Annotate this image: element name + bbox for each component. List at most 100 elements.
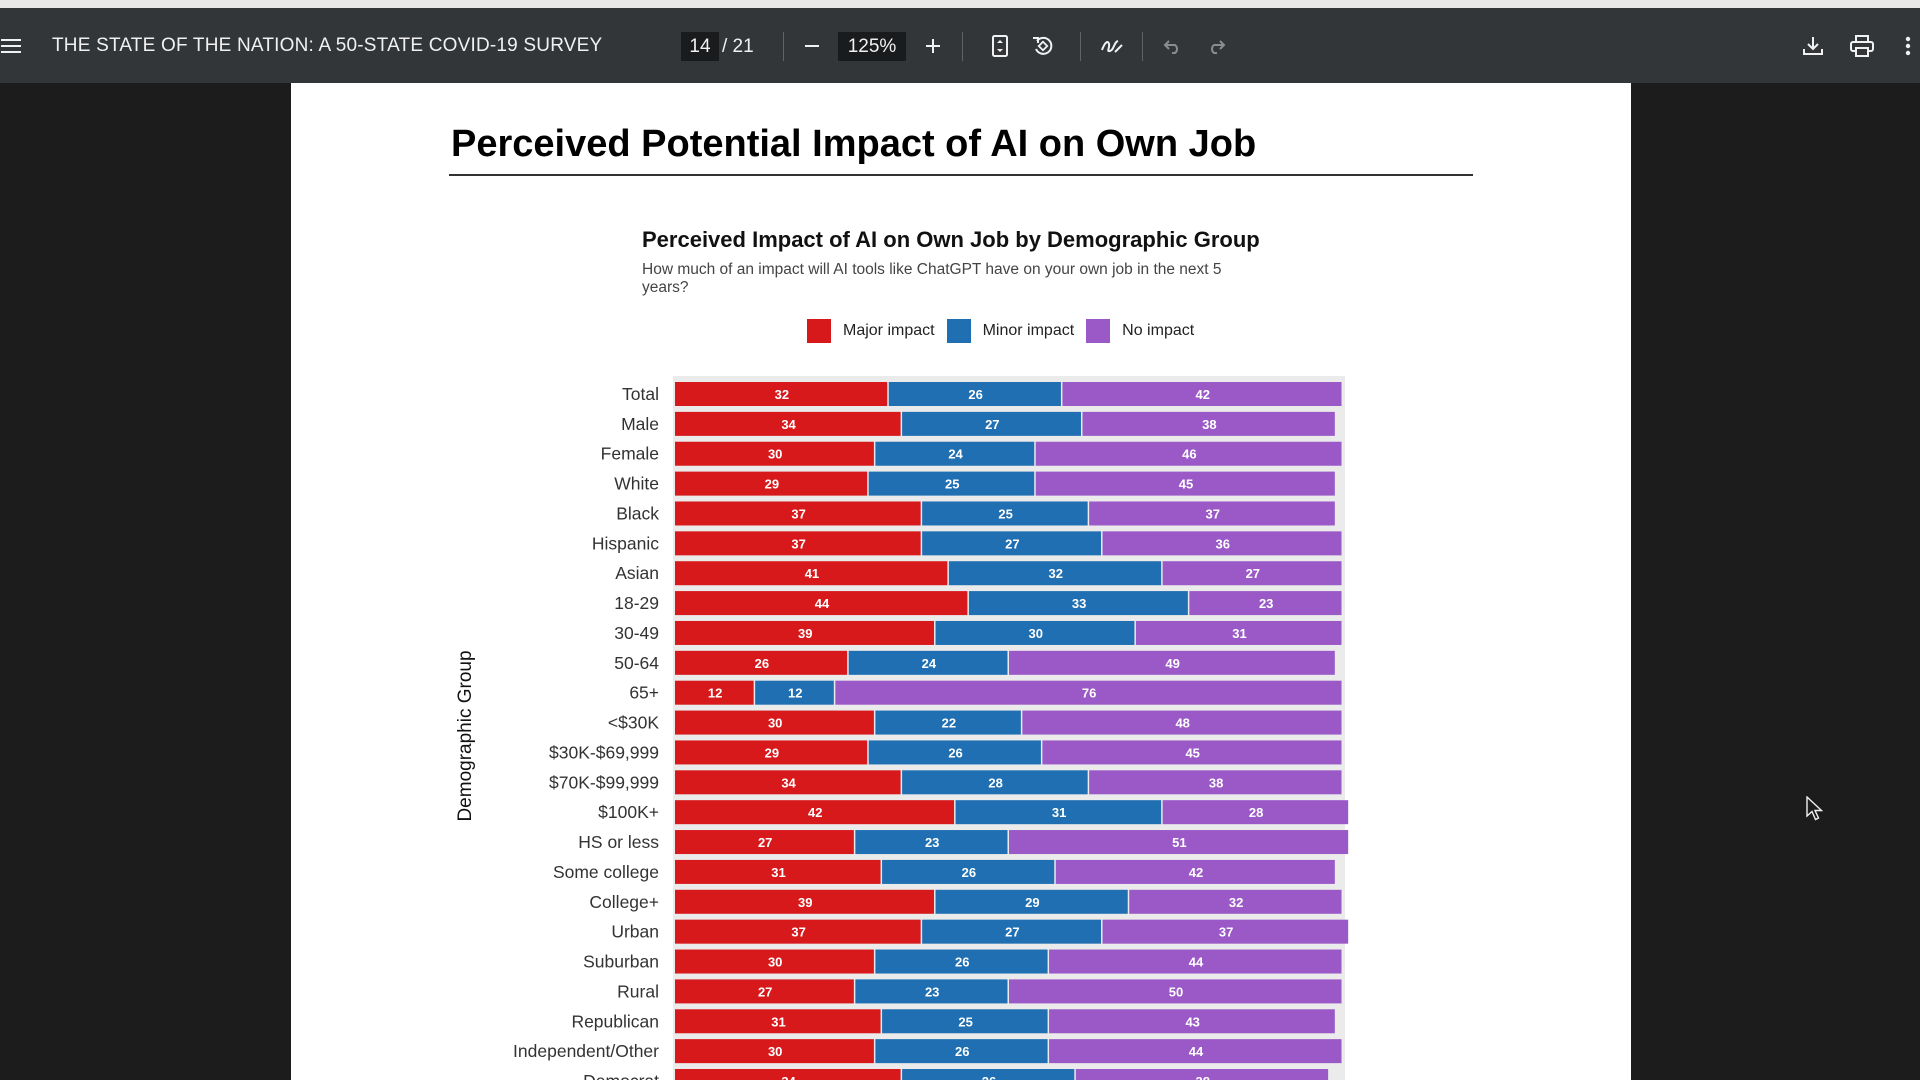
bar-segment-none [1049, 1009, 1335, 1034]
bar-segment-minor [755, 680, 834, 705]
bar-segment-major [675, 382, 888, 406]
category-label: 50-64 [614, 653, 659, 673]
bar-segment-minor [868, 740, 1041, 765]
bar-segment-major [675, 830, 854, 855]
more-options-icon[interactable] [1896, 8, 1920, 83]
bar-value-label: 26 [955, 1044, 969, 1059]
bar-segment-minor [868, 471, 1035, 496]
bar-value-label: 44 [1189, 1044, 1204, 1059]
bar-value-label: 23 [925, 984, 939, 999]
chart-subtitle: How much of an impact will AI tools like… [642, 261, 1222, 296]
bar-segment-major [675, 740, 868, 765]
bar-segment-minor [948, 561, 1162, 586]
bar-segment-major [675, 441, 874, 466]
bar-segment-none [1082, 411, 1335, 436]
bar-value-label: 39 [798, 895, 812, 910]
redo-icon[interactable] [1201, 8, 1231, 83]
zoom-in-icon[interactable] [918, 8, 948, 83]
bar-segment-minor [875, 949, 1048, 974]
bar-segment-minor [935, 889, 1128, 914]
bar-segment-minor [922, 919, 1102, 944]
bar-value-label: 26 [755, 656, 769, 671]
fit-page-icon[interactable] [984, 8, 1016, 83]
bar-segment-none [1189, 591, 1342, 616]
annotate-icon[interactable] [1096, 8, 1128, 83]
category-label: Asian [615, 563, 659, 583]
legend-swatch-none [1086, 319, 1111, 343]
bar-segment-none [1075, 1069, 1329, 1080]
bar-segment-major [675, 501, 921, 526]
bar-value-label: 37 [1206, 506, 1220, 521]
bar-value-label: 38 [1202, 417, 1216, 432]
bar-segment-major [675, 650, 848, 675]
category-label: Suburban [583, 952, 659, 972]
heading-divider [449, 174, 1473, 176]
bar-value-label: 31 [1232, 626, 1246, 641]
rotate-icon[interactable] [1026, 8, 1060, 83]
bar-segment-minor [922, 531, 1102, 556]
bar-value-label: 30 [768, 716, 782, 731]
zoom-out-icon[interactable] [797, 8, 827, 83]
page-number-input[interactable]: 14 [681, 32, 719, 61]
category-label: 30-49 [614, 623, 659, 643]
bar-value-label: 43 [1185, 1014, 1199, 1029]
pdf-toolbar: THE STATE OF THE NATION: A 50-STATE COVI… [0, 8, 1920, 83]
category-label: $30K-$69,999 [549, 742, 659, 762]
mouse-cursor-icon [1806, 796, 1824, 821]
bar-value-label: 32 [775, 387, 789, 402]
bar-value-label: 45 [1185, 745, 1199, 760]
bar-value-label: 26 [955, 955, 969, 970]
toolbar-separator [962, 32, 963, 61]
bar-segment-minor [875, 441, 1035, 466]
bar-segment-major [675, 1009, 881, 1034]
bar-segment-minor [848, 650, 1008, 675]
zoom-level-input[interactable]: 125% [838, 32, 906, 61]
bar-segment-minor [875, 1039, 1048, 1064]
bar-value-label: 42 [1195, 387, 1209, 402]
menu-icon[interactable] [0, 8, 22, 83]
bar-segment-none [1162, 561, 1342, 586]
category-label: College+ [589, 892, 659, 912]
bar-segment-none [1009, 650, 1335, 675]
bar-segment-none [1055, 859, 1335, 884]
category-label: Female [601, 444, 659, 464]
category-label: White [614, 474, 659, 494]
bar-value-label: 38 [1209, 775, 1223, 790]
bar-value-label: 24 [922, 656, 937, 671]
window-top-strip [0, 0, 1920, 8]
bar-value-label: 26 [968, 387, 982, 402]
bar-segment-major [675, 800, 955, 825]
bar-value-label: 42 [808, 805, 822, 820]
bar-segment-none [835, 680, 1342, 705]
bar-segment-major [675, 561, 948, 586]
bar-value-label: 32 [1049, 566, 1063, 581]
bar-value-label: 51 [1172, 835, 1186, 850]
pdf-page: Perceived Potential Impact of AI on Own … [291, 83, 1631, 1080]
category-label: $70K-$99,999 [549, 772, 659, 792]
bar-segment-major [675, 471, 868, 496]
bar-value-label: 39 [798, 626, 812, 641]
category-label: Total [622, 384, 659, 404]
bar-value-label: 42 [1189, 865, 1203, 880]
legend-label-minor: Minor impact [982, 322, 1075, 339]
pdf-viewer[interactable]: Perceived Potential Impact of AI on Own … [0, 83, 1920, 1080]
bar-value-label: 76 [1082, 686, 1096, 701]
y-axis-title: Demographic Group [455, 650, 476, 821]
category-label: Hispanic [592, 533, 659, 553]
bar-value-label: 27 [758, 984, 772, 999]
print-icon[interactable] [1845, 8, 1879, 83]
bar-segment-minor [888, 382, 1061, 406]
bar-value-label: 36 [1216, 536, 1230, 551]
bar-value-label: 34 [781, 1074, 796, 1080]
bar-segment-none [1042, 740, 1342, 765]
bar-value-label: 32 [1229, 895, 1243, 910]
bar-segment-major [675, 411, 901, 436]
download-icon[interactable] [1797, 8, 1829, 83]
bar-segment-none [1035, 471, 1335, 496]
bar-segment-minor [875, 710, 1021, 735]
bar-value-label: 48 [1175, 716, 1189, 731]
bar-value-label: 30 [768, 1044, 782, 1059]
undo-icon[interactable] [1158, 8, 1188, 83]
bar-value-label: 27 [758, 835, 772, 850]
bar-segment-major [675, 919, 921, 944]
